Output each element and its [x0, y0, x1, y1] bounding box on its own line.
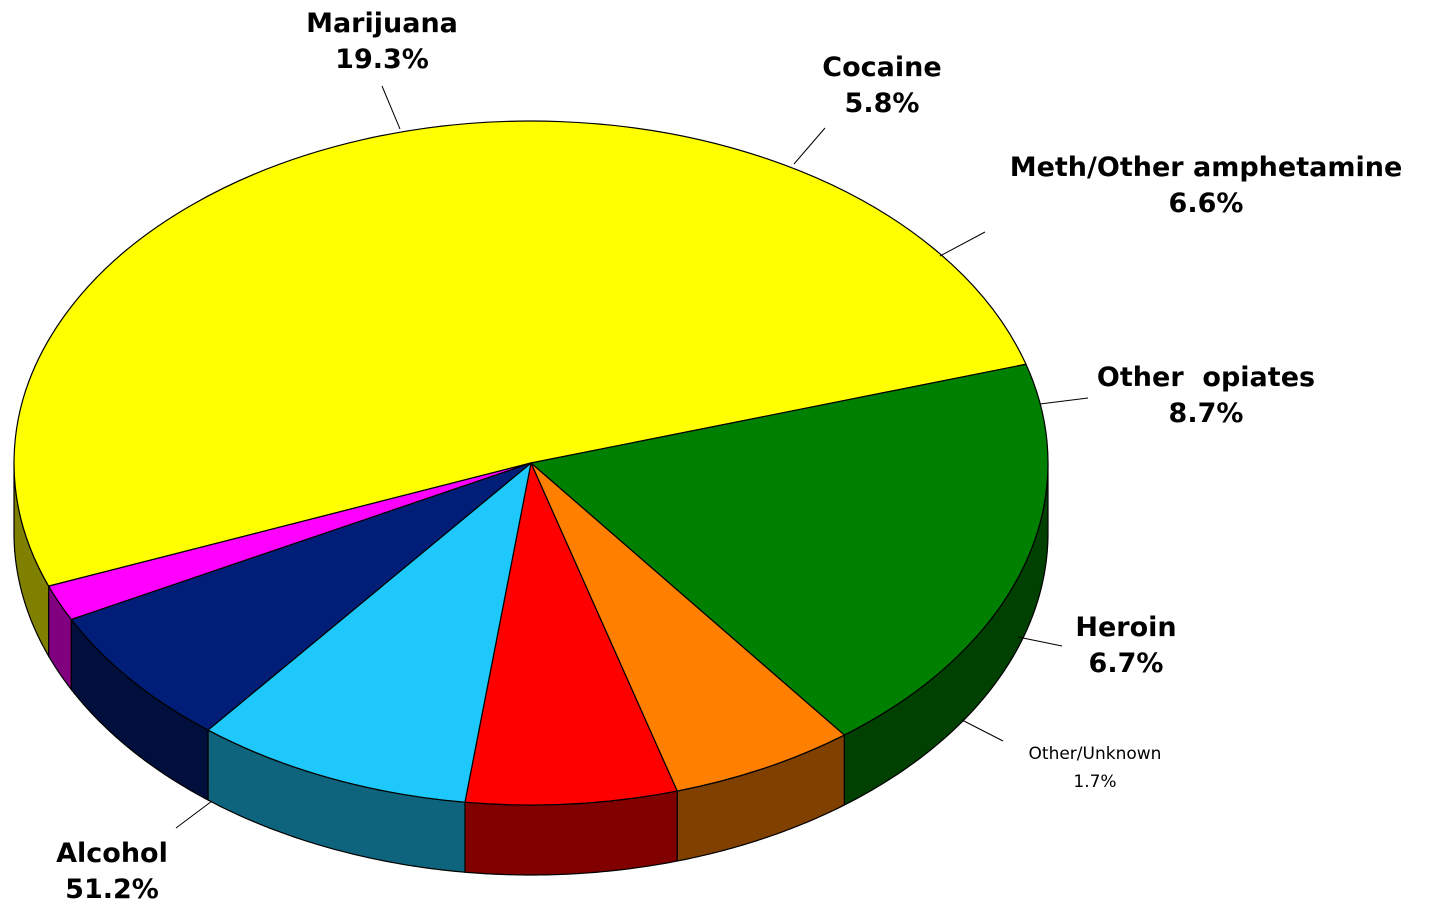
- slice-label-meth-other-amphetamine: Meth/Other amphetamine: [1010, 152, 1403, 183]
- slice-label-heroin: Heroin: [1075, 612, 1176, 643]
- slice-label-cocaine: Cocaine: [822, 52, 941, 83]
- slice-value-heroin: 6.7%: [1089, 648, 1164, 679]
- slice-alcohol: [13, 120, 1027, 587]
- leader-line-meth-other-amphetamine: [939, 231, 986, 257]
- slice-other-opiates: [207, 462, 532, 803]
- slice-marijuana: [530, 363, 1049, 736]
- slice-other-unknown: [48, 462, 532, 621]
- leader-line-marijuana: [381, 85, 401, 130]
- slice-value-meth-other-amphetamine: 6.6%: [1169, 188, 1244, 219]
- slice-labels: Alcohol 51.2% Marijuana 19.3% Cocaine 5.8% Met…: [56, 8, 1402, 905]
- slice-value-other-unknown: 1.7%: [1073, 772, 1116, 792]
- slice-heroin: [70, 462, 532, 731]
- pie-sides: [13, 462, 1049, 876]
- leader-line-alcohol: [175, 800, 213, 829]
- slice-value-other-opiates: 8.7%: [1169, 398, 1244, 429]
- slice-meth-other-amphetamine: [464, 462, 678, 806]
- leader-line-other-opiates: [1039, 397, 1089, 405]
- slice-label-other-unknown: Other/Unknown: [1029, 744, 1162, 764]
- leader-lines: [175, 85, 1089, 829]
- slice-value-alcohol: 51.2%: [65, 874, 159, 905]
- leader-line-other-unknown: [961, 719, 1004, 742]
- slice-value-marijuana: 19.3%: [335, 44, 429, 75]
- pie-top: [13, 120, 1049, 806]
- slice-cocaine: [530, 462, 845, 792]
- slice-label-alcohol: Alcohol: [56, 838, 168, 869]
- leader-line-heroin: [1017, 636, 1063, 647]
- slice-value-cocaine: 5.8%: [845, 88, 920, 119]
- slice-label-marijuana: Marijuana: [306, 8, 458, 39]
- slice-label-other-opiates: Other opiates: [1097, 362, 1315, 393]
- leader-line-cocaine: [793, 127, 826, 165]
